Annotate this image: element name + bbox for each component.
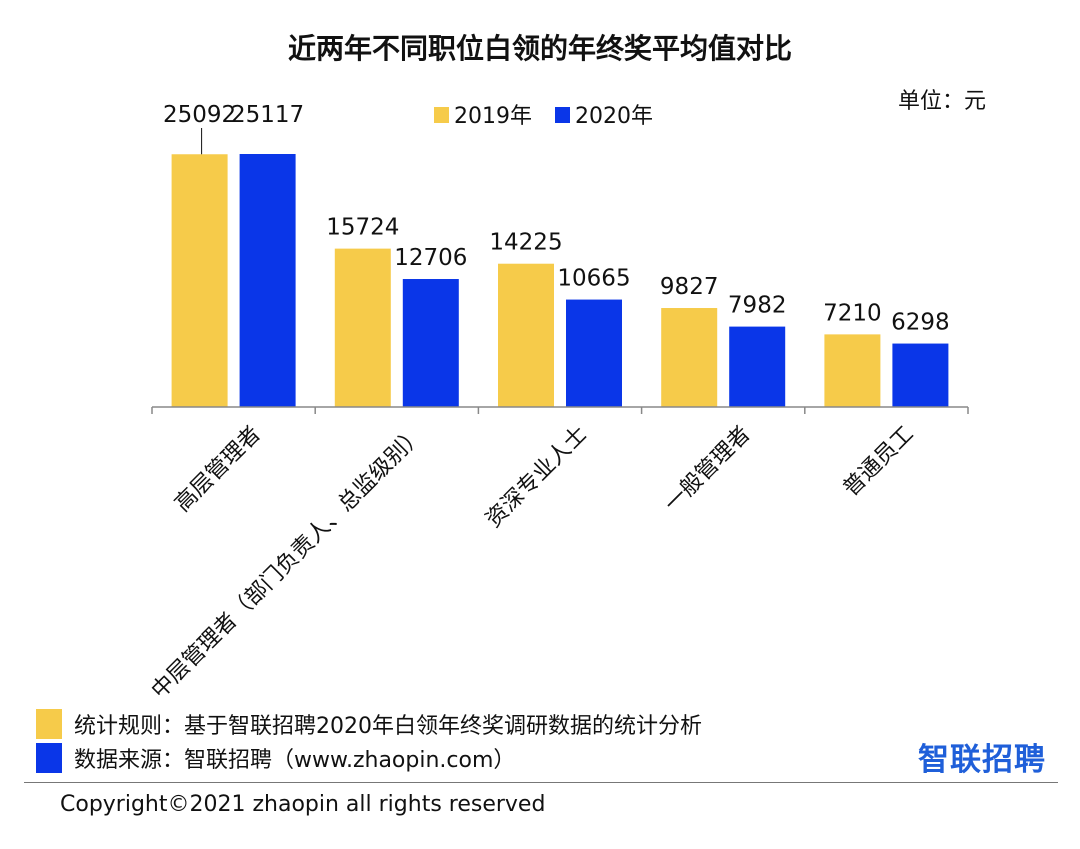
bar-2-1 <box>566 299 622 407</box>
chart-bars <box>171 154 949 407</box>
bar-0-1 <box>239 154 296 407</box>
bar-3-0 <box>661 308 718 407</box>
brand-logo: 智联招聘 <box>918 742 1046 778</box>
footer-rule-row: 统计规则：基于智联招聘2020年白领年终奖调研数据的统计分析 <box>36 708 702 740</box>
rule-label: 统计规则：基于智联招聘2020年白领年终奖调研数据的统计分析 <box>74 714 702 739</box>
chart-legend: 2019年 2020年 <box>434 104 653 129</box>
footer-source-row: 数据来源：智联招聘（www.zhaopin.com） <box>36 742 515 774</box>
value-label-4-1: 6298 <box>891 310 950 336</box>
source-swatch <box>36 743 62 773</box>
category-label-3: 一般管理者 <box>660 422 755 517</box>
category-label-1: 中层管理者（部门负责人、总监级别） <box>147 422 429 700</box>
x-axis <box>151 406 969 414</box>
rule-swatch <box>36 709 62 739</box>
value-label-1-1: 12706 <box>394 245 467 271</box>
bar-1-0 <box>334 248 391 407</box>
source-label: 数据来源：智联招聘（www.zhaopin.com） <box>74 748 516 773</box>
value-label-0-1: 25117 <box>231 102 304 128</box>
value-label-2-1: 10665 <box>557 266 630 292</box>
legend-swatch-2019年 <box>434 107 449 123</box>
bar-0-0 <box>171 154 228 407</box>
bar-4-0 <box>824 334 881 407</box>
chart-title: 近两年不同职位白领的年终奖平均值对比 <box>288 32 792 65</box>
footer-divider <box>24 782 1058 783</box>
legend-label-2020年: 2020年 <box>575 104 653 129</box>
value-label-3-0: 9827 <box>660 274 719 300</box>
bar-4-1 <box>892 343 949 407</box>
category-label-0: 高层管理者 <box>170 422 265 517</box>
copyright: Copyright©2021 zhaopin all rights reserv… <box>60 792 546 817</box>
bar-1-1 <box>402 279 459 407</box>
value-label-3-1: 7982 <box>728 293 787 319</box>
legend-label-2019年: 2019年 <box>454 104 532 129</box>
bar-2-0 <box>498 263 554 407</box>
legend-swatch-2020年 <box>555 107 570 123</box>
category-label-2: 资深专业人士 <box>481 422 592 533</box>
value-label-0-0: 25092 <box>163 102 236 128</box>
bar-3-1 <box>729 326 786 407</box>
bar-chart: 近两年不同职位白领的年终奖平均值对比 单位：元 2019年 2020年 25092… <box>147 32 986 700</box>
value-label-1-0: 15724 <box>326 215 399 241</box>
unit-label: 单位：元 <box>898 89 986 114</box>
value-label-4-0: 7210 <box>823 300 882 326</box>
category-label-4: 普通员工 <box>839 422 919 502</box>
value-label-2-0: 14225 <box>489 230 562 256</box>
